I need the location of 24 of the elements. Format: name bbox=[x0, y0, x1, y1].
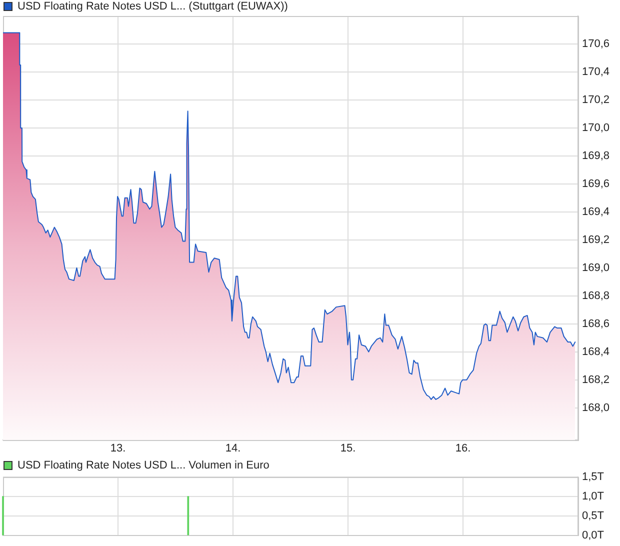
x-tick-label: 16. bbox=[455, 442, 471, 455]
x-tick-label: 13. bbox=[110, 442, 126, 455]
y-tick-label: 168,0 bbox=[582, 402, 610, 414]
y-tick-label: 170,0 bbox=[582, 122, 610, 134]
y-tick-label: 169,0 bbox=[582, 262, 610, 274]
y-tick-label: 170,2 bbox=[582, 94, 610, 106]
y-tick-label: 1,0T bbox=[582, 490, 604, 502]
y-tick-label: 169,6 bbox=[582, 178, 610, 190]
x-tick-label: 15. bbox=[340, 442, 356, 455]
y-tick-label: 168,6 bbox=[582, 318, 610, 330]
y-tick-label: 169,8 bbox=[582, 150, 610, 162]
legend-label: USD Floating Rate Notes USD L... (Stuttgart (EUWAX)) bbox=[18, 0, 288, 13]
y-tick-label: 170,4 bbox=[582, 66, 610, 78]
y-tick-label: 1,5T bbox=[582, 471, 604, 484]
y-tick-label: 169,2 bbox=[582, 234, 610, 246]
x-tick-label: 14. bbox=[225, 442, 241, 455]
y-tick-label: 0,5T bbox=[582, 510, 604, 522]
y-tick-label: 168,8 bbox=[582, 290, 610, 302]
y-tick-label: 168,4 bbox=[582, 346, 610, 358]
y-tick-label: 169,4 bbox=[582, 206, 610, 218]
y-tick-label: 170,6 bbox=[582, 38, 610, 50]
y-tick-label: 0,0T bbox=[582, 529, 604, 542]
y-tick-label: 168,2 bbox=[582, 374, 610, 386]
legend-label: USD Floating Rate Notes USD L... Volumen in Euro bbox=[18, 460, 270, 472]
